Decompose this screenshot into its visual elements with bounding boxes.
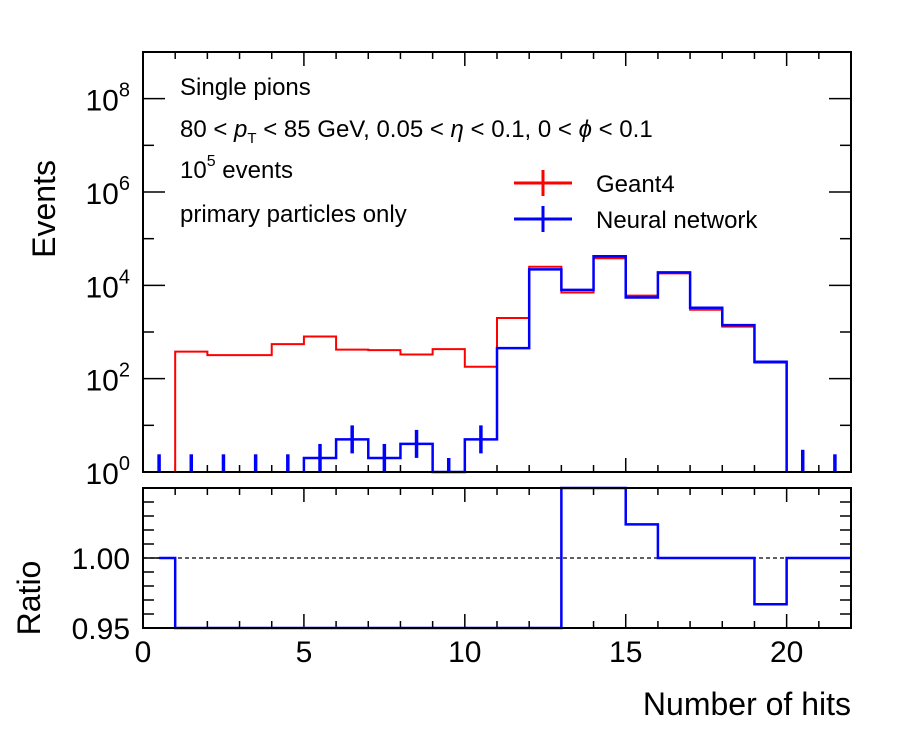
neural-network-series — [157, 254, 837, 474]
x-tick-label: 20 — [770, 636, 803, 669]
main-panel: 100 102 104 106 108 Events Single pions 80 <… — [26, 51, 852, 491]
ratio-panel: 0.95 1.00 0 5 10 15 20 Ratio Number of hits — [11, 486, 852, 722]
legend-entry-geant4: Geant4 — [514, 170, 675, 198]
ratio-y-tick-labels: 0.95 1.00 — [72, 543, 130, 646]
legend-entry-neural-network: Neural network — [514, 206, 758, 234]
ratio-plot-frame — [142, 487, 852, 629]
main-y-tick-label: 104 — [86, 266, 131, 304]
x-tick-labels: 0 5 10 15 20 — [135, 636, 804, 669]
legend: Geant4 Neural network — [514, 170, 758, 234]
legend-label-neural-network: Neural network — [596, 207, 758, 234]
x-axis-label: Number of hits — [643, 686, 851, 722]
y-axis-label-ratio: Ratio — [11, 561, 47, 636]
ratio-y-tick-label: 0.95 — [72, 613, 130, 646]
main-y-tick-labels: 100 102 104 106 108 — [86, 80, 131, 491]
legend-label-geant4: Geant4 — [596, 171, 675, 198]
x-tick-label: 0 — [135, 636, 152, 669]
x-tick-label: 10 — [448, 636, 481, 669]
x-tick-label: 5 — [296, 636, 313, 669]
x-tick-label: 15 — [609, 636, 642, 669]
annotation-primary-only: primary particles only — [180, 201, 407, 228]
annotation-block: Single pions 80 < pT < 85 GeV, 0.05 < η … — [180, 74, 653, 228]
annotation-event-count: 105 events — [180, 153, 293, 184]
annotation-single-pions: Single pions — [180, 74, 311, 101]
ratio-y-tick-label: 1.00 — [72, 543, 130, 576]
main-y-tick-label: 100 — [86, 453, 131, 491]
main-y-tick-label: 106 — [86, 173, 131, 211]
annotation-kinematic-cuts: 80 < pT < 85 GeV, 0.05 < η < 0.1, 0 < ϕ … — [180, 116, 653, 147]
y-axis-label-events: Events — [26, 160, 62, 258]
main-plot-frame — [142, 51, 852, 473]
main-y-tick-label: 102 — [86, 360, 131, 398]
neural-network-histogram-line — [302, 254, 788, 474]
main-y-tick-label: 108 — [86, 80, 131, 118]
